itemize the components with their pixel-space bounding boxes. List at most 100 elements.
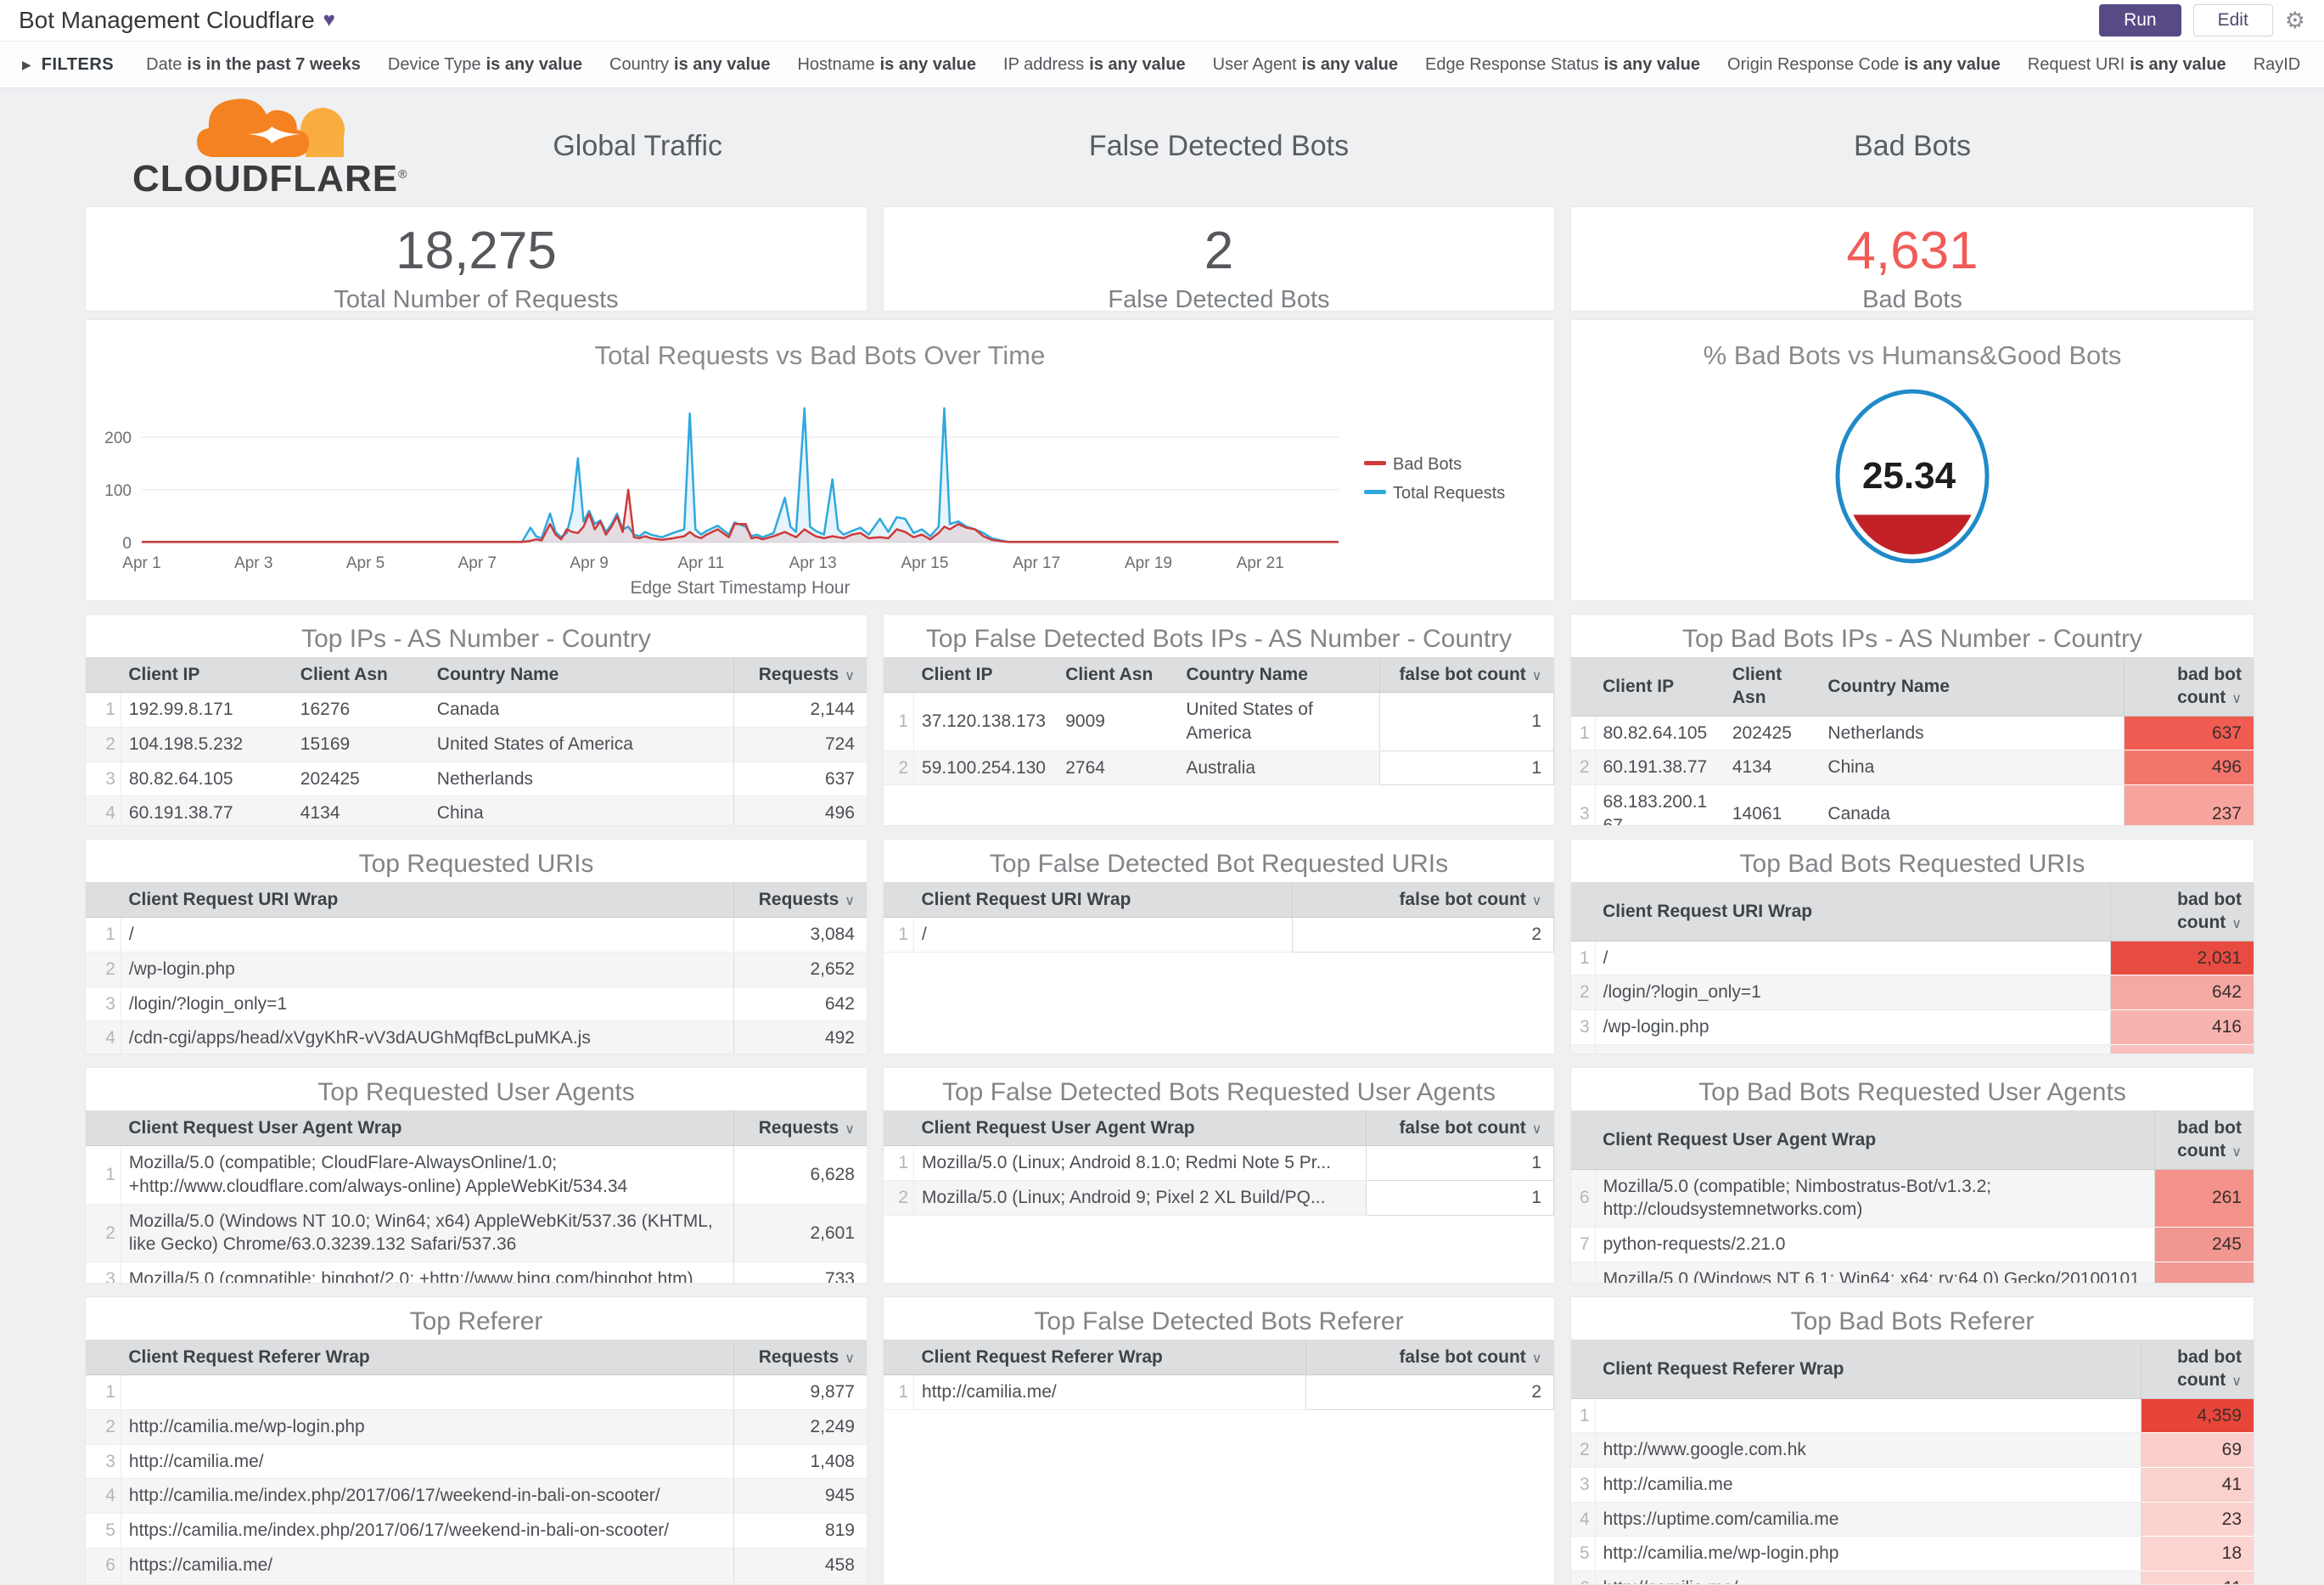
data-table: Client IP Client Asn Country Name false bot… [884,657,1554,786]
row-number: 2 [86,727,121,762]
table-value-cell: 1,408 [733,1444,867,1480]
filter-item[interactable]: User Agent is any value [1213,55,1398,75]
column-header[interactable]: Client Request Referer Wrap [121,1340,734,1376]
column-header-sorted[interactable]: false bot count ∨ [1378,657,1554,694]
table-value-cell: 2 [1292,917,1554,953]
column-header-sorted[interactable]: bad bot count ∨ [2153,1110,2254,1170]
filter-item[interactable]: Hostname is any value [797,55,976,75]
column-header[interactable]: Country Name [1820,657,2125,717]
filter-condition: is any value [1904,54,2001,74]
column-header-sorted[interactable]: false bot count ∨ [1292,882,1554,919]
data-table: Client Request URI Wrap false bot count ∨ 1… [884,882,1554,953]
row-number: 3 [86,762,121,797]
column-header[interactable]: Client IP [913,657,1058,694]
table-title: Top Bad Bots IPs - AS Number - Country [1682,625,2142,653]
column-header[interactable]: Client Asn [1058,657,1179,694]
filter-item[interactable]: Edge Response Status is any value [1425,55,1700,75]
filter-item[interactable]: Date is in the past 7 weeks [146,55,361,75]
filters-expand-arrow[interactable]: ▶ [22,57,31,71]
table-cell: 80.82.64.105 [121,762,293,797]
table-cell: http://camilia.me/ [1595,1571,2142,1584]
column-header[interactable]: Client Request Referer Wrap [913,1340,1306,1376]
table-cell: 60.191.38.77 [121,795,293,825]
filter-condition: is in the past 7 weeks [187,54,361,74]
filter-condition: is any value [674,54,771,74]
timeseries-chart: 0 100 200 Apr 1 Apr 3 Apr 5 Apr 7 Apr 9 Apr 11 Ap… [86,371,1554,600]
column-header-sorted[interactable]: bad bot count ∨ [2140,1340,2254,1399]
column-header-sorted[interactable]: Requests ∨ [733,1340,867,1376]
filter-item[interactable]: Country is any value [609,55,770,75]
table-value-cell: 458 [733,1548,867,1583]
table-value-cell: 496 [2123,750,2254,786]
filter-condition: is any value [1089,54,1186,74]
table-cell: http://camilia.me/wp-login.php [121,1409,734,1445]
stat-card-total-requests: 18,275 Total Number of Requests [85,206,867,312]
edit-button[interactable]: Edit [2192,4,2273,37]
filter-item[interactable]: IP address is any value [1003,55,1186,75]
table-row: 3 68.183.200.167 14061 Canada 237 [1571,784,2254,825]
table-row: 2 60.191.38.77 4134 China 496 [1571,750,2254,786]
row-number: 1 [1571,941,1596,976]
row-number: 1 [884,917,915,953]
table-cell: python-requests/2.21.0 [1595,1227,2155,1262]
table-row: 1 80.82.64.105 202425 Netherlands 637 [1571,716,2254,751]
column-header-sorted[interactable]: bad bot count ∨ [2123,657,2254,717]
column-header[interactable]: Client Request URI Wrap [121,882,734,919]
table-title: Top Referer [409,1307,543,1335]
stat-value: 2 [1204,222,1234,280]
table-top-bad-bot-ips: Top Bad Bots IPs - AS Number - Country Cl… [1570,614,2254,826]
row-number-header [884,1110,914,1147]
column-header[interactable]: Client Request URI Wrap [1595,882,2111,941]
table-value-cell: 1 [1378,692,1554,751]
column-header-sorted[interactable]: Requests ∨ [733,882,867,919]
table-value-cell: 945 [733,1478,867,1515]
heart-icon: ♥ [323,8,335,31]
column-header-sorted[interactable]: false bot count ∨ [1305,1340,1554,1376]
table-value-cell: 819 [733,1513,867,1548]
sort-desc-icon: ∨ [845,894,855,908]
column-header[interactable]: Client Request URI Wrap [913,882,1293,919]
column-header[interactable]: Country Name [1178,657,1380,694]
column-header[interactable]: Client IP [121,657,293,694]
table-value-cell: 23 [2140,1502,2254,1537]
column-header-sorted[interactable]: Requests ∨ [733,1110,867,1147]
data-table: Client Request Referer Wrap false bot cou… [884,1340,1554,1411]
column-header[interactable]: Client Request User Agent Wrap [1595,1110,2155,1170]
filter-item[interactable]: Request URI is any value [2028,55,2226,75]
row-number: 6 [1571,1571,1596,1584]
sort-desc-icon: ∨ [1531,1352,1542,1366]
column-header[interactable]: Client Asn [292,657,429,694]
svg-text:Apr 3: Apr 3 [234,554,272,572]
table-cell: 104.198.5.232 [121,727,293,762]
table-cell: http://camilia.me/wp-login.php [1595,1536,2142,1572]
table-row: 2 Mozilla/5.0 (Windows NT 10.0; Win64; x6… [86,1204,867,1263]
row-number: 1 [1571,1398,1596,1434]
run-button[interactable]: Run [2099,4,2181,37]
filter-item[interactable]: Device Type is any value [388,55,582,75]
column-header[interactable]: Client Request Referer Wrap [1595,1340,2142,1399]
svg-text:100: 100 [104,482,132,500]
svg-text:0: 0 [122,535,132,553]
svg-text:Apr 7: Apr 7 [458,554,497,572]
column-header[interactable]: Country Name [429,657,734,694]
gear-icon[interactable]: ⚙ [2284,7,2305,33]
table-top-false-bot-ips: Top False Detected Bots IPs - AS Number … [883,614,1555,826]
table-row: 6 Mozilla/5.0 (compatible; Nimbostratus-B… [1571,1169,2254,1228]
column-header-sorted[interactable]: false bot count ∨ [1365,1110,1554,1147]
filter-item[interactable]: Origin Response Code is any value [1727,55,2001,75]
column-header[interactable]: Client Asn [1724,657,1821,717]
column-header-sorted[interactable]: bad bot count ∨ [2109,882,2254,941]
column-header-sorted[interactable]: Requests ∨ [733,657,867,694]
column-header[interactable]: Client Request User Agent Wrap [913,1110,1367,1147]
row-number: 1 [1571,716,1596,751]
table-cell: China [1820,750,2125,786]
table-cell: United States of America [429,727,734,762]
table-cell: Mozilla/5.0 (compatible; bingbot/2.0; +h… [121,1262,734,1283]
section-title-bad-bots: Bad Bots [1854,129,1971,162]
column-header[interactable]: Client Request User Agent Wrap [121,1110,734,1147]
table-cell: http://camilia.me/ [121,1444,734,1480]
column-header[interactable]: Client IP [1595,657,1725,717]
filter-item[interactable]: RayIDis any value [2254,55,2302,75]
row-number-header [884,657,914,694]
row-number: 2 [884,1180,915,1216]
